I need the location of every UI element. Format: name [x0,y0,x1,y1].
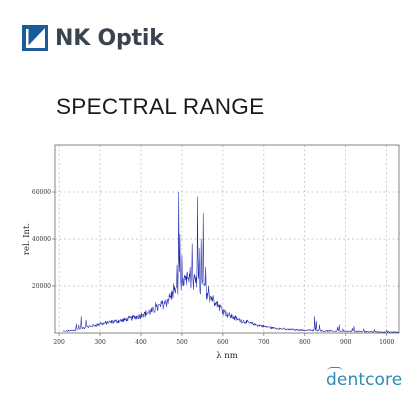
x-tick-label: 800 [299,339,311,346]
x-tick-label: 300 [94,339,106,346]
x-tick-label: 900 [340,339,352,346]
y-tick-label: 20000 [32,283,51,290]
spectrum-line [62,191,400,334]
y-axis-label: rel. Int. [22,223,32,255]
y-tick-label: 40000 [32,236,51,243]
x-tick-label: 700 [258,339,270,346]
axis-ticks: 200 300 400 500 600 700 800 900 1000 20000 40000 60… [32,189,395,346]
x-tick-label: 500 [176,339,188,346]
chart-grid [55,145,399,333]
x-tick-label: 200 [53,339,65,346]
dentcore-text: dentcore [326,370,403,390]
page-title: SPECTRAL RANGE [56,94,265,119]
logo-text: NK Optik [55,25,164,51]
dentcore-arc-icon [327,367,343,372]
y-tick-label: 60000 [32,189,51,196]
dentcore-logo[interactable]: dentcore [326,367,403,390]
x-tick-label: 600 [217,339,229,346]
x-tick-label: 1000 [379,339,394,346]
x-tick-label: 400 [135,339,147,346]
brand-logo[interactable]: NK Optik [22,25,164,51]
x-axis-label: λ nm [216,351,238,361]
nk-optik-logo-icon [22,25,48,51]
